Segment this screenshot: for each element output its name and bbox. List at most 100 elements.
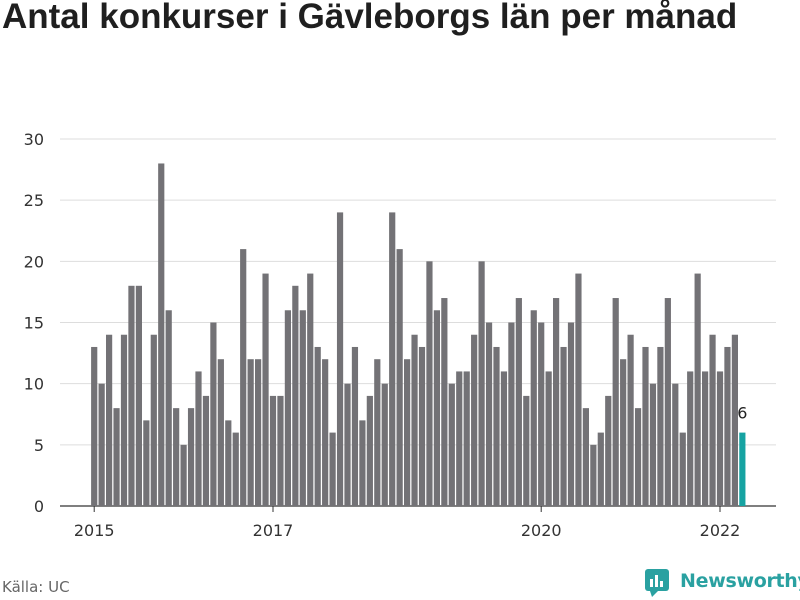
bar bbox=[351, 346, 359, 506]
bar bbox=[344, 383, 351, 506]
bar bbox=[478, 261, 485, 506]
brand-name: Newsworthy bbox=[680, 570, 800, 592]
bar bbox=[642, 346, 649, 506]
chart-title: Antal konkurser i Gävleborgs län per mån… bbox=[2, 0, 738, 36]
bar bbox=[180, 444, 187, 506]
bar bbox=[195, 371, 202, 506]
bar bbox=[582, 408, 589, 506]
bar bbox=[396, 249, 403, 506]
bar bbox=[471, 334, 478, 506]
y-tick-label: 0 bbox=[34, 497, 44, 516]
bar bbox=[418, 346, 426, 506]
bar bbox=[284, 310, 291, 506]
bar bbox=[269, 395, 277, 506]
y-axis-ticks: 0 5 10 15 20 25 30 bbox=[24, 130, 44, 516]
bar bbox=[411, 334, 418, 506]
bar bbox=[508, 322, 515, 506]
bar bbox=[299, 310, 306, 506]
bar bbox=[553, 298, 560, 506]
bar bbox=[366, 395, 373, 506]
bar bbox=[307, 273, 314, 506]
bar bbox=[262, 273, 269, 506]
bar bbox=[456, 371, 463, 506]
newsworthy-logo-icon bbox=[645, 569, 669, 597]
bar bbox=[336, 212, 344, 506]
bar bbox=[590, 444, 597, 506]
bar bbox=[627, 334, 634, 506]
bar bbox=[709, 334, 716, 506]
bar bbox=[210, 322, 217, 506]
bar bbox=[463, 371, 470, 506]
bar bbox=[277, 395, 284, 506]
bar bbox=[545, 371, 552, 506]
x-tick-label: 2015 bbox=[74, 521, 115, 540]
bar bbox=[106, 334, 113, 506]
bar bbox=[374, 359, 381, 506]
bar bbox=[120, 334, 128, 506]
y-tick-label: 20 bbox=[24, 252, 44, 271]
bar bbox=[143, 420, 150, 506]
bar bbox=[649, 383, 657, 506]
bar bbox=[135, 285, 142, 506]
bar bbox=[500, 371, 508, 506]
bar bbox=[605, 395, 612, 506]
bar bbox=[292, 285, 299, 506]
annotations: 6 bbox=[737, 404, 747, 423]
bar bbox=[716, 371, 724, 506]
bar bbox=[426, 261, 433, 506]
bar bbox=[702, 371, 709, 506]
bar bbox=[433, 310, 440, 506]
source-label: Källa: UC bbox=[2, 578, 70, 596]
bar bbox=[538, 322, 545, 506]
bar bbox=[187, 408, 195, 506]
bar bbox=[664, 298, 671, 506]
bar bbox=[150, 334, 157, 506]
y-tick-label: 30 bbox=[24, 130, 44, 149]
bar bbox=[657, 346, 664, 506]
bar bbox=[225, 420, 232, 506]
bar bbox=[515, 298, 522, 506]
bar bbox=[329, 432, 336, 506]
bar bbox=[523, 395, 530, 506]
y-tick-label: 10 bbox=[24, 375, 44, 394]
bar bbox=[687, 371, 694, 506]
bar bbox=[91, 346, 98, 506]
bar bbox=[724, 346, 731, 506]
bar bbox=[202, 395, 210, 506]
bar bbox=[113, 408, 120, 506]
bar bbox=[694, 273, 701, 506]
bar bbox=[255, 359, 262, 506]
y-tick-label: 15 bbox=[24, 314, 44, 333]
bars bbox=[91, 163, 746, 506]
x-axis-ticks: 2015 2017 2020 2022 bbox=[74, 506, 741, 540]
bar bbox=[232, 432, 239, 506]
bar bbox=[404, 359, 411, 506]
bar bbox=[634, 408, 642, 506]
bar bbox=[158, 163, 165, 506]
bar bbox=[597, 432, 604, 506]
gridlines bbox=[60, 138, 776, 507]
x-tick-label: 2022 bbox=[700, 521, 741, 540]
y-tick-label: 25 bbox=[24, 191, 44, 210]
bar bbox=[567, 322, 575, 506]
bar bbox=[448, 383, 455, 506]
bar bbox=[381, 383, 388, 506]
bar bbox=[620, 359, 627, 506]
bar bbox=[240, 249, 247, 506]
bar bbox=[322, 359, 329, 506]
bar bbox=[575, 273, 582, 506]
data-label-last: 6 bbox=[737, 404, 747, 423]
bar bbox=[165, 310, 172, 506]
bar bbox=[314, 346, 321, 506]
bar bbox=[672, 383, 679, 506]
bar bbox=[485, 322, 493, 506]
bar bbox=[359, 420, 366, 506]
bar bbox=[128, 285, 135, 506]
x-tick-label: 2020 bbox=[521, 521, 562, 540]
bar bbox=[560, 346, 567, 506]
bar bbox=[731, 334, 738, 506]
bar bbox=[247, 359, 254, 506]
bar bbox=[173, 408, 180, 506]
bar bbox=[612, 298, 619, 506]
